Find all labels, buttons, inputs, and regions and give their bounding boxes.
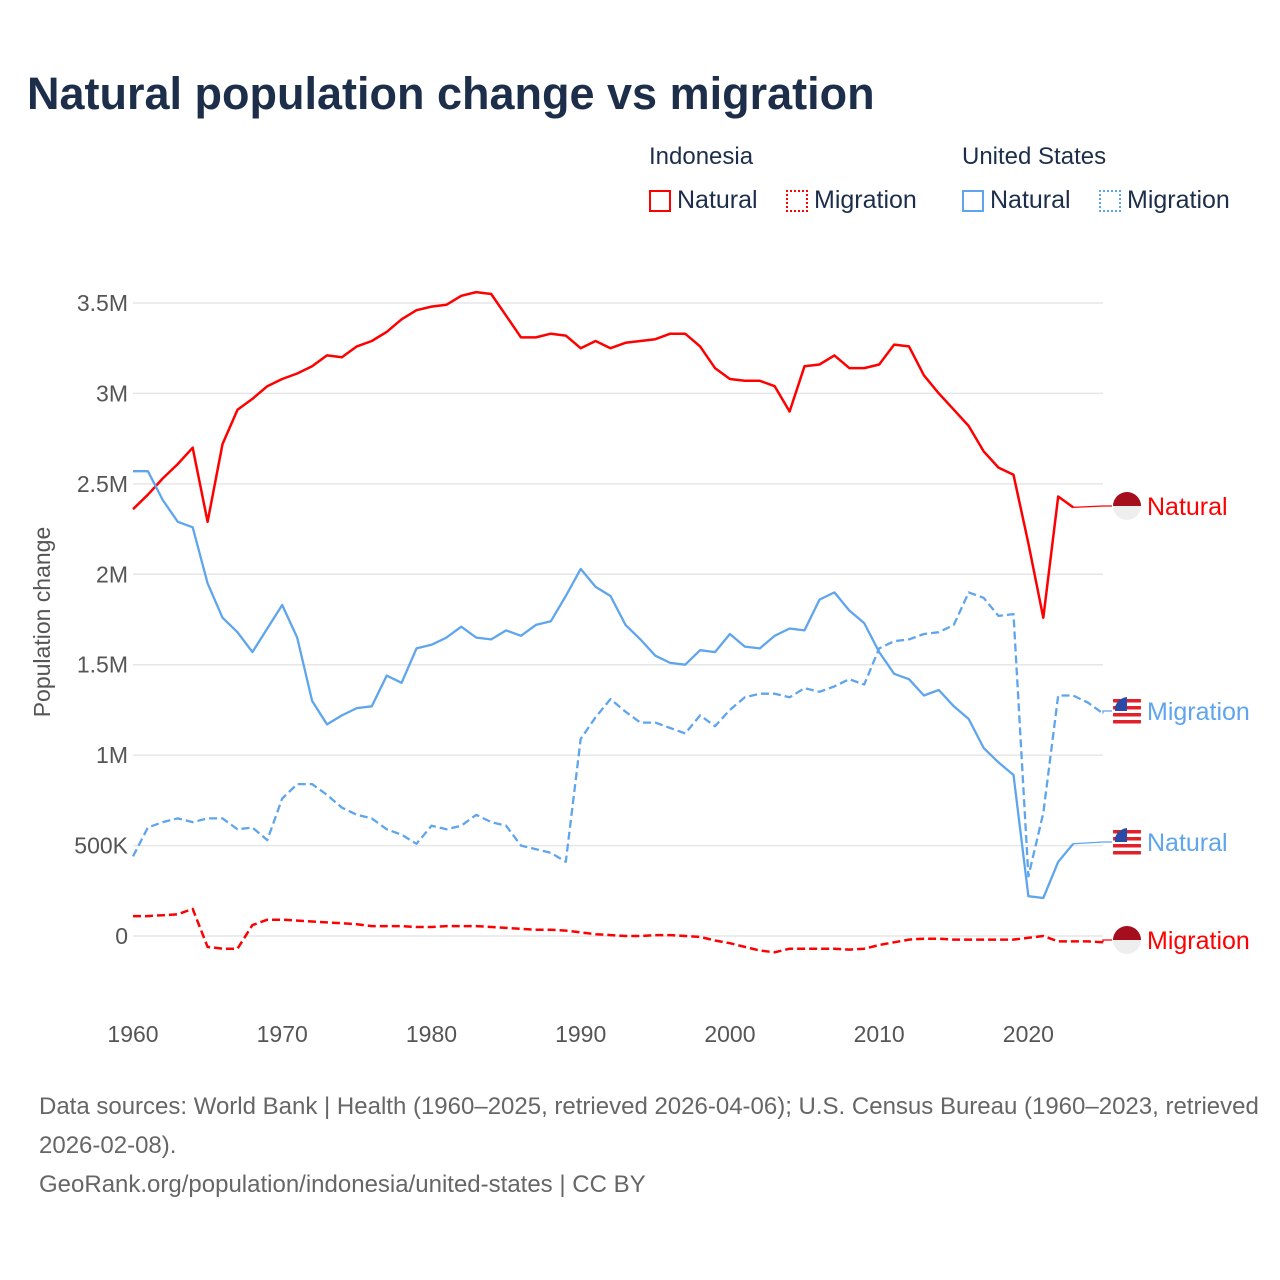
y-tick-label: 2M [96,561,128,587]
indonesia-flag-icon [1113,492,1141,506]
us-flag-canton [1115,828,1127,842]
y-tick-label: 2.5M [77,471,128,497]
y-axis-title: Population change [29,527,55,718]
y-tick-label: 0 [115,923,128,949]
indonesia-flag-icon [1113,940,1141,954]
x-tick-label: 2000 [704,1021,755,1047]
series-line-united-states-natural [133,470,1075,900]
indonesia-flag-icon [1113,926,1141,940]
us-flag-canton [1115,697,1127,711]
legend-label: Migration [1127,186,1230,214]
label-connector [1102,939,1112,943]
x-tick-label: 1960 [107,1021,158,1047]
series-line-indonesia-migration [133,907,1104,954]
legend-label: Migration [814,186,917,214]
y-tick-label: 1M [96,742,128,768]
label-connector [1073,841,1112,845]
y-tick-label: 3M [96,380,128,406]
series-end-label: Migration [1147,698,1250,726]
source-link[interactable]: GeoRank.org/population/indonesia/united-… [39,1171,646,1198]
indonesia-flag-icon [1113,506,1141,520]
dotted-swatch-icon [786,189,808,212]
legend-indonesia-migration[interactable]: Migration [786,186,917,215]
series-line-indonesia-natural [132,290,1074,619]
series-end-label: Migration [1147,927,1250,955]
solid-swatch-icon [962,189,984,212]
us-flag-stripe [1113,844,1141,848]
series-end-label: Natural [1147,829,1228,857]
x-tick-label: 1990 [555,1021,606,1047]
legend-us-migration[interactable]: Migration [1099,186,1230,215]
series-end-label: Natural [1147,493,1228,521]
legend-indonesia-natural[interactable]: Natural [649,186,758,215]
chart-title: Natural population change vs migration [27,68,875,119]
y-tick-label: 3.5M [77,290,128,316]
label-connector [1102,710,1112,714]
x-tick-label: 1970 [257,1021,308,1047]
y-tick-label: 1.5M [77,652,128,678]
legend-group-indonesia: Indonesia [649,143,754,170]
dotted-swatch-icon [1099,189,1121,212]
legend-group-united-states: United States [962,143,1107,170]
us-flag-stripe [1113,720,1141,724]
footer: Data sources: World Bank | Health (1960–… [39,1087,1259,1204]
x-tick-label: 1980 [406,1021,457,1047]
us-flag-stripe [1113,713,1141,717]
series-line-united-states-migration [131,591,1104,878]
solid-swatch-icon [649,189,671,212]
us-flag-stripe [1113,851,1141,855]
x-tick-label: 2020 [1003,1021,1054,1047]
data-sources: Data sources: World Bank | Health (1960–… [39,1093,1259,1159]
legend-us-natural[interactable]: Natural [962,186,1071,215]
label-connector [1073,505,1112,509]
legend-label: Natural [677,186,758,214]
x-tick-label: 2010 [854,1021,905,1047]
legend-label: Natural [990,186,1071,214]
y-tick-label: 500K [74,833,128,859]
